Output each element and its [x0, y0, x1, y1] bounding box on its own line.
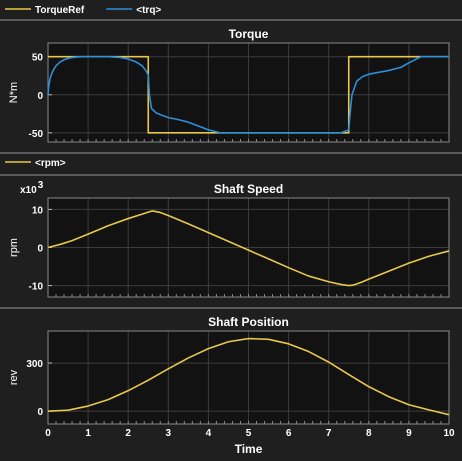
legend-label-0-1: <trq>	[136, 5, 161, 16]
y-tick-label-0-1: 0	[37, 91, 43, 102]
y-tick-label-2-1: 300	[26, 359, 43, 370]
y-exponent-base: x10	[20, 185, 37, 196]
y-tick-label-1-2: 10	[32, 205, 44, 216]
y-axis-label-2: rev	[8, 369, 20, 385]
chart-title-0: Torque	[229, 27, 269, 41]
axes-frame	[47, 330, 450, 425]
chart-title-1: Shaft Speed	[214, 182, 283, 196]
x-tick-label-2: 2	[125, 428, 131, 439]
x-tick-label-1: 1	[85, 428, 91, 439]
y-exponent-power: 3	[38, 180, 44, 191]
x-tick-label-0: 0	[45, 428, 51, 439]
legend-label-1-0: <rpm>	[35, 158, 66, 169]
panel-0	[47, 42, 450, 143]
x-tick-label-10: 10	[443, 428, 455, 439]
x-tick-label-9: 9	[406, 428, 412, 439]
y-tick-label-0-2: 50	[32, 53, 44, 64]
series-line-0-1	[47, 55, 449, 134]
series-line-2-0	[47, 337, 450, 416]
y-tick-label-1-0: -10	[29, 282, 44, 293]
y-tick-label-2-0: 0	[37, 407, 43, 418]
y-axis-label-1: rpm	[8, 238, 20, 257]
x-tick-label-3: 3	[166, 428, 172, 439]
x-tick-label-5: 5	[246, 428, 252, 439]
x-tick-label-8: 8	[366, 428, 372, 439]
legend-label-0-0: TorqueRef	[35, 5, 85, 16]
y-axis-label-0: N*m	[8, 82, 20, 103]
chart-title-2: Shaft Position	[208, 315, 289, 329]
y-tick-label-0-0: -50	[29, 129, 44, 140]
series-line-1-0	[47, 210, 450, 287]
x-tick-label-4: 4	[206, 428, 212, 439]
panel-2	[47, 330, 450, 425]
y-tick-label-1-1: 0	[37, 244, 43, 255]
panel-1	[47, 197, 450, 298]
x-tick-label-7: 7	[326, 428, 332, 439]
x-tick-label-6: 6	[286, 428, 292, 439]
x-axis-label-2: Time	[235, 442, 263, 456]
